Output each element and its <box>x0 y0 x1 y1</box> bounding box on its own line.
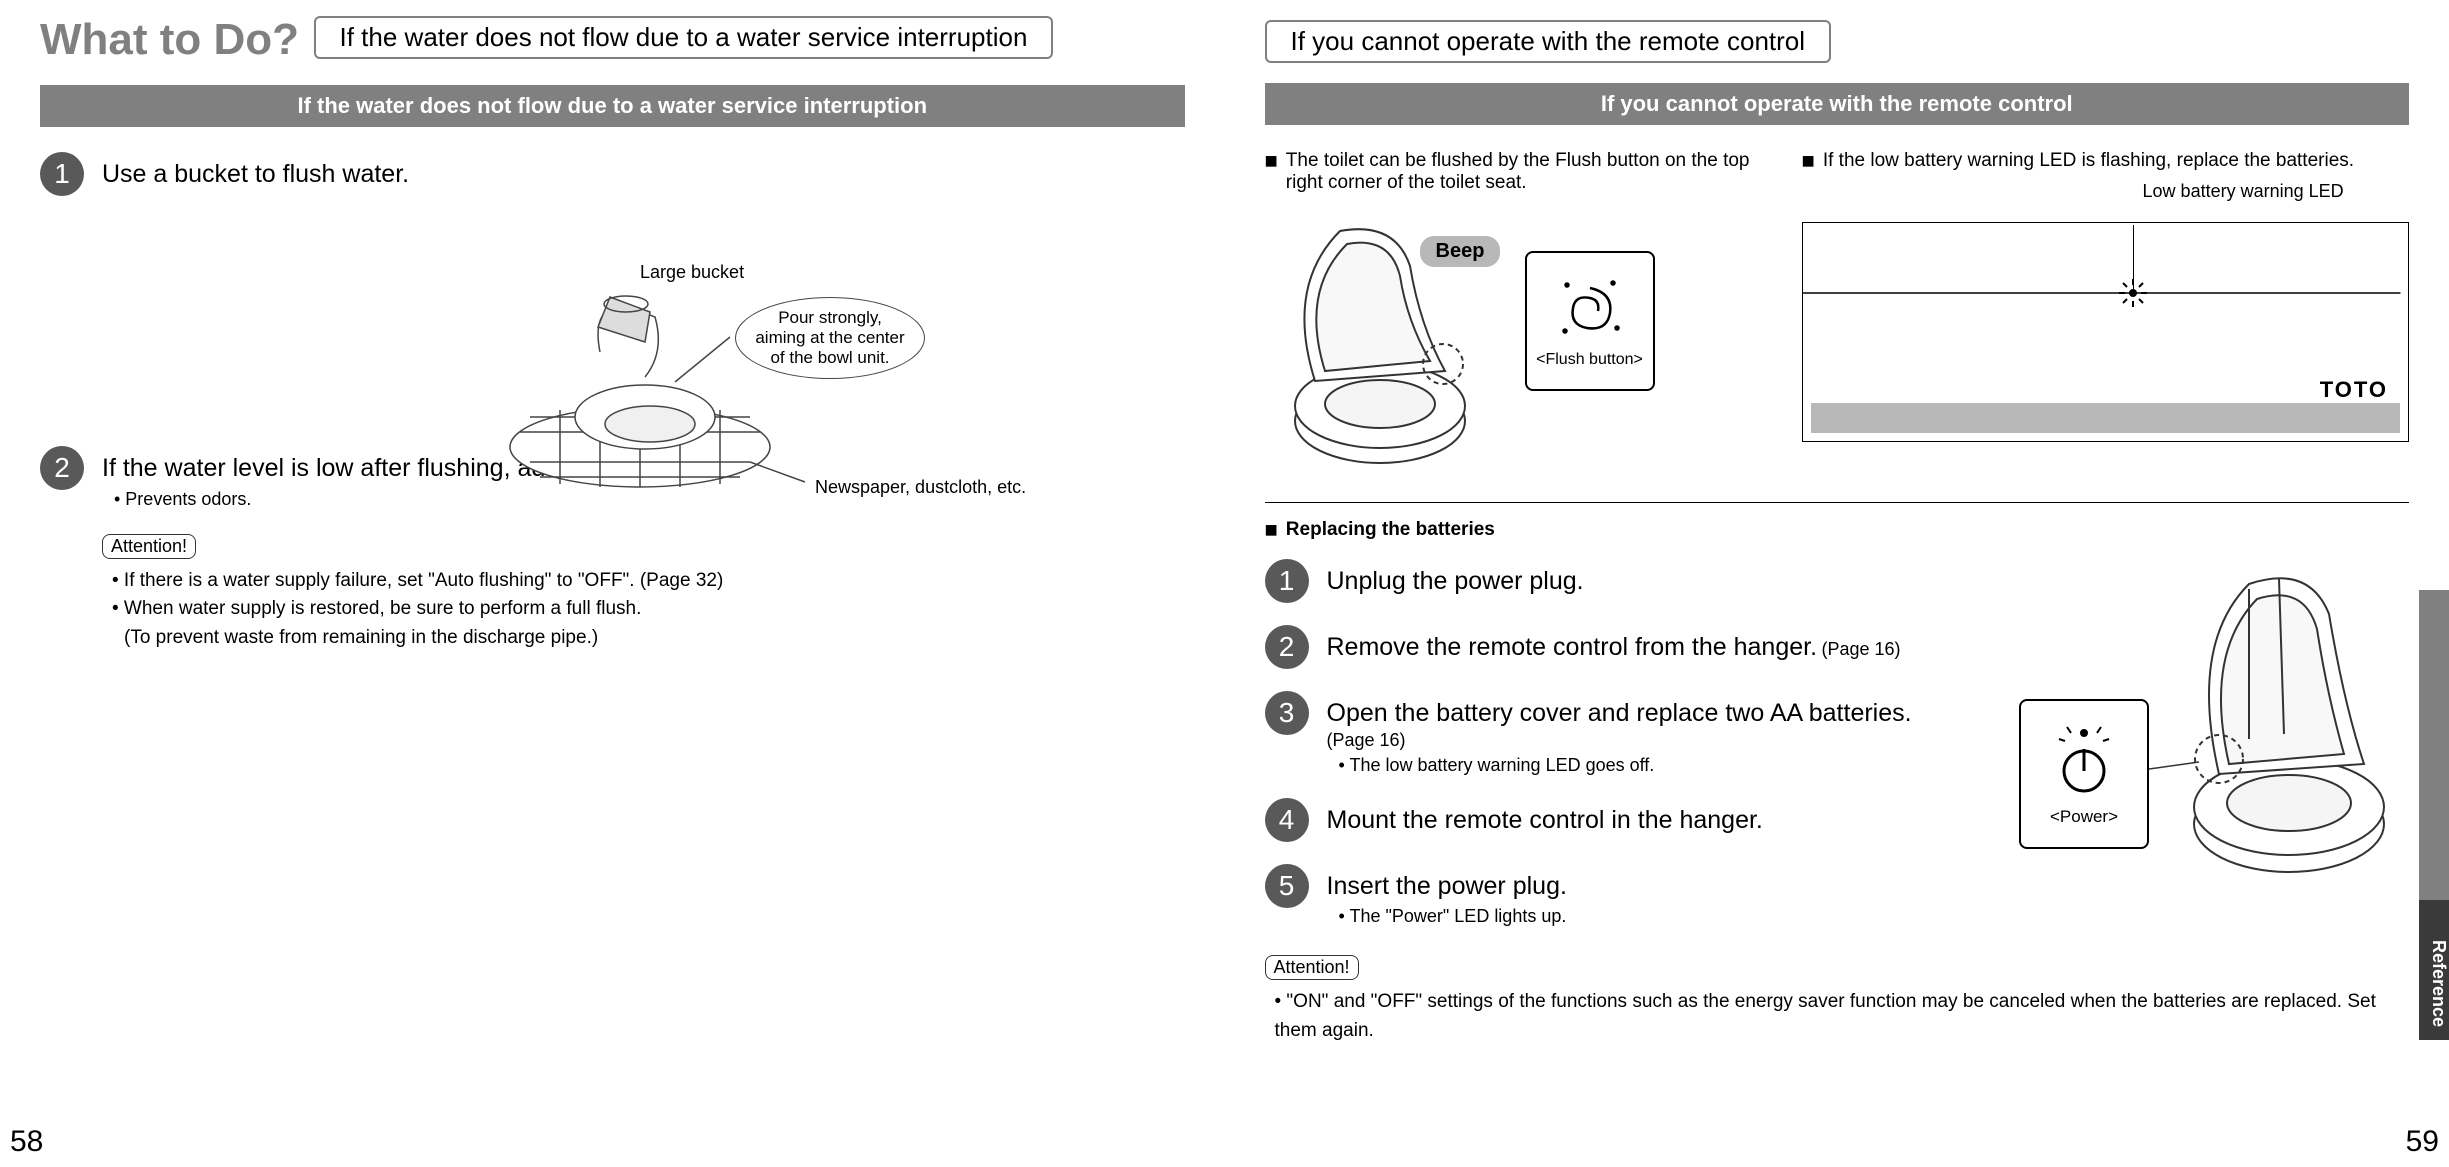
power-label: <Power> <box>2050 807 2118 827</box>
attention-label: Attention! <box>102 534 196 559</box>
step-text: Unplug the power plug. <box>1327 565 1960 598</box>
step-page-ref: (Page 16) <box>1327 730 1406 750</box>
bucket-illustration: Large bucket Pour strongly, aiming at th… <box>500 262 1140 542</box>
step-text: Use a bucket to flush water. <box>102 158 1185 191</box>
brand-label: TOTO <box>2320 377 2388 403</box>
square-bullet-icon: ■ <box>1265 519 1278 541</box>
step-number-icon: 3 <box>1265 691 1309 735</box>
power-icon <box>2049 721 2119 801</box>
remote-illustration: Low battery warning LED <box>1802 222 2409 442</box>
section-banner: If the water does not flow due to a wate… <box>40 85 1185 127</box>
step-4: 4 Mount the remote control in the hanger… <box>1265 798 1960 842</box>
step-number-icon: 2 <box>1265 625 1309 669</box>
beep-label: Beep <box>1420 236 1501 267</box>
step-3: 3 Open the battery cover and replace two… <box>1265 691 1960 776</box>
step-number-icon: 1 <box>1265 559 1309 603</box>
step-1: 1 Unplug the power plug. <box>1265 559 1960 603</box>
flush-heading: ■ The toilet can be flushed by the Flush… <box>1265 150 1762 194</box>
flush-button-box: <Flush button> <box>1525 251 1655 391</box>
led-label: Low battery warning LED <box>2143 181 2344 203</box>
section-tab: If you cannot operate with the remote co… <box>1265 20 1832 63</box>
left-page: What to Do? If the water does not flow d… <box>0 0 1225 1167</box>
bullet-line: (To prevent waste from remaining in the … <box>112 624 1185 653</box>
right-page: If you cannot operate with the remote co… <box>1225 0 2449 1167</box>
page-number: 58 <box>10 1125 43 1159</box>
divider <box>1265 502 2410 503</box>
step-page-ref: (Page 16) <box>1821 639 1900 659</box>
step-1: 1 Use a bucket to flush water. <box>40 152 1185 196</box>
led-icon <box>2119 279 2147 307</box>
newspaper-label: Newspaper, dustcloth, etc. <box>815 477 1035 498</box>
bullet-line: • "ON" and "OFF" settings of the functio… <box>1275 988 2410 1045</box>
led-heading: ■ If the low battery warning LED is flas… <box>1802 150 2409 172</box>
step-text: Open the battery cover and replace two A… <box>1327 699 1912 727</box>
flush-swirl-icon <box>1555 273 1625 343</box>
step-number-icon: 4 <box>1265 798 1309 842</box>
toilet-bucket-icon <box>500 282 840 512</box>
step-text: Mount the remote control in the hanger. <box>1327 804 1960 837</box>
flush-button-label: <Flush button> <box>1536 351 1643 369</box>
step-number-icon: 5 <box>1265 864 1309 908</box>
page-number: 59 <box>2406 1125 2439 1159</box>
page-title: What to Do? <box>40 15 299 65</box>
large-bucket-label: Large bucket <box>640 262 744 283</box>
side-tab-gray <box>2419 590 2449 900</box>
section-banner: If you cannot operate with the remote co… <box>1265 83 2410 125</box>
power-button-box: <Power> <box>2019 699 2149 849</box>
attention-bullets: • "ON" and "OFF" settings of the functio… <box>1265 988 2410 1045</box>
attention-label: Attention! <box>1265 955 1359 980</box>
square-bullet-icon: ■ <box>1265 150 1278 194</box>
step-text: Insert the power plug. <box>1327 870 1960 903</box>
section-tab: If the water does not flow due to a wate… <box>314 16 1054 59</box>
attention-bullets: • If there is a water supply failure, se… <box>102 567 1185 653</box>
square-bullet-icon: ■ <box>1802 150 1815 172</box>
replace-heading: ■ Replacing the batteries <box>1265 519 2410 541</box>
step-number-icon: 1 <box>40 152 84 196</box>
step-subtext: • The low battery warning LED goes off. <box>1327 755 1960 776</box>
step-text: Remove the remote control from the hange… <box>1327 633 1818 661</box>
side-tab-reference: Reference <box>2419 900 2449 1040</box>
power-illustration: <Power> <box>1989 559 2409 949</box>
toilet-flush-illustration: Beep <Flush button> <box>1265 206 1762 486</box>
step-5: 5 Insert the power plug. • The "Power" L… <box>1265 864 1960 928</box>
bullet-line: • When water supply is restored, be sure… <box>112 595 1185 624</box>
step-subtext: • The "Power" LED lights up. <box>1327 906 1960 927</box>
bullet-line: • If there is a water supply failure, se… <box>112 567 1185 596</box>
step-2: 2 Remove the remote control from the han… <box>1265 625 1960 669</box>
step-number-icon: 2 <box>40 446 84 490</box>
